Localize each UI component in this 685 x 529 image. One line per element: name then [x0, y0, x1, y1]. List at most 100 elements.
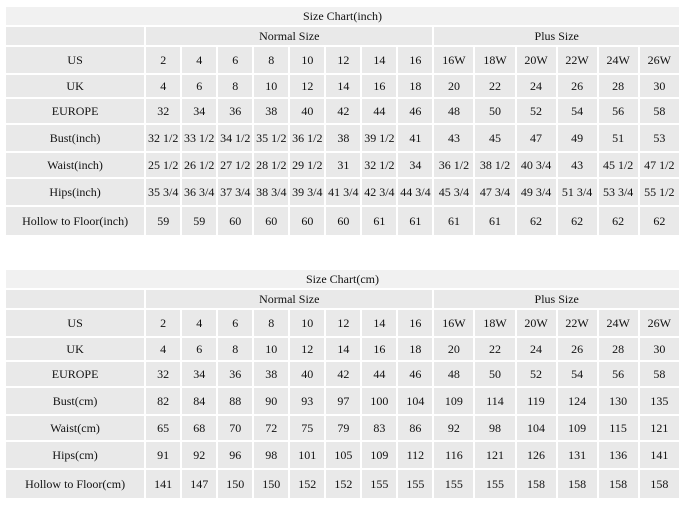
cell: 45: [473, 123, 517, 153]
cell: 14: [360, 308, 399, 338]
size-row: Hollow to Floor(inch) 59 59 60 60 60 60 61 61 61 6…: [3, 205, 682, 237]
cell: 4: [144, 336, 183, 362]
cell: 116: [432, 440, 476, 470]
cell: 48: [432, 360, 476, 388]
blank-cell: [3, 25, 147, 47]
cell: 158: [596, 468, 640, 500]
cell: 50: [473, 97, 517, 125]
cell: 32 1/2: [360, 151, 399, 179]
cell: 26: [555, 73, 599, 99]
cell: 12: [288, 336, 327, 362]
cell: 158: [637, 468, 682, 500]
size-row: US 2 4 6 8 10 12 14 16 16W 18W 20W 22W 24W 26W: [3, 308, 682, 338]
cell: 82: [144, 386, 183, 416]
cell: 150: [216, 468, 255, 500]
cell: 24W: [596, 308, 640, 338]
cell: 84: [180, 386, 219, 416]
cell: 109: [360, 440, 399, 470]
cell: 150: [252, 468, 291, 500]
cell: 59: [144, 205, 183, 237]
cell: 33 1/2: [180, 123, 219, 153]
cell: 152: [288, 468, 327, 500]
cell: 6: [180, 336, 219, 362]
cell: 44 3/4: [396, 177, 435, 207]
cell: 54: [555, 360, 599, 388]
size-row: US 2 4 6 8 10 12 14 16 16W 18W 20W 22W 24W 26W: [3, 45, 682, 75]
cell: 91: [144, 440, 183, 470]
cell: 38: [252, 360, 291, 388]
cell: 28 1/2: [252, 151, 291, 179]
cell: 41 3/4: [324, 177, 363, 207]
cell: 152: [324, 468, 363, 500]
cell: 147: [180, 468, 219, 500]
cell: 39 3/4: [288, 177, 327, 207]
cell: 10: [252, 336, 291, 362]
cell: 34: [180, 360, 219, 388]
row-label: EUROPE: [3, 97, 147, 125]
group-header: Plus Size: [432, 288, 681, 310]
cell: 16W: [432, 308, 476, 338]
cell: 61: [360, 205, 399, 237]
cell: 18: [396, 73, 435, 99]
cell: 12: [324, 308, 363, 338]
cell: 10: [288, 45, 327, 75]
cell: 61: [396, 205, 435, 237]
cell: 14: [324, 336, 363, 362]
cell: 2: [144, 45, 183, 75]
cell: 42 3/4: [360, 177, 399, 207]
cell: 18W: [473, 308, 517, 338]
cell: 40 3/4: [514, 151, 558, 179]
cell: 26: [555, 336, 599, 362]
cell: 72: [252, 414, 291, 442]
cell: 16: [396, 45, 435, 75]
cell: 93: [288, 386, 327, 416]
cell: 109: [555, 414, 599, 442]
cell: 68: [180, 414, 219, 442]
cell: 101: [288, 440, 327, 470]
cell: 22: [473, 336, 517, 362]
blank-cell: [3, 288, 147, 310]
cell: 35 1/2: [252, 123, 291, 153]
row-label: Hips(inch): [3, 177, 147, 207]
cell: 38 1/2: [473, 151, 517, 179]
cell: 8: [216, 73, 255, 99]
group-header: Plus Size: [432, 25, 681, 47]
cell: 24: [514, 73, 558, 99]
title-row: Size Chart(inch): [4, 5, 681, 27]
size-row: Bust(inch) 32 1/2 33 1/2 34 1/2 35 1/2 36 1/2…: [3, 123, 682, 153]
cell: 24: [514, 336, 558, 362]
cell: 58: [637, 97, 682, 125]
cell: 45 1/2: [596, 151, 640, 179]
size-row: Hips(cm) 91 92 96 98 101 105 109 112 116 121 126 131…: [3, 440, 682, 470]
size-row: EUROPE 32 34 36 38 40 42 44 46 48 50 52 54 56 58: [3, 97, 682, 125]
cell: 49: [555, 123, 599, 153]
cell: 37 3/4: [216, 177, 255, 207]
cell: 6: [216, 45, 255, 75]
cell: 51 3/4: [555, 177, 599, 207]
cell: 43: [432, 123, 476, 153]
row-label: EUROPE: [3, 360, 147, 388]
cell: 40: [288, 97, 327, 125]
cell: 27 1/2: [216, 151, 255, 179]
cell: 20W: [514, 45, 558, 75]
cell: 61: [473, 205, 517, 237]
cell: 88: [216, 386, 255, 416]
cell: 47 3/4: [473, 177, 517, 207]
row-label: UK: [3, 336, 147, 362]
table-title: Size Chart(cm): [4, 268, 681, 290]
cell: 34: [396, 151, 435, 179]
cell: 115: [596, 414, 640, 442]
cell: 62: [514, 205, 558, 237]
cell: 31: [324, 151, 363, 179]
cell: 24W: [596, 45, 640, 75]
cell: 32: [144, 97, 183, 125]
cell: 30: [637, 73, 682, 99]
cell: 61: [432, 205, 476, 237]
cell: 155: [432, 468, 476, 500]
cell: 8: [216, 336, 255, 362]
cell: 36 1/2: [432, 151, 476, 179]
row-label: Waist(inch): [3, 151, 147, 179]
cell: 97: [324, 386, 363, 416]
cell: 141: [637, 440, 682, 470]
cell: 54: [555, 97, 599, 125]
